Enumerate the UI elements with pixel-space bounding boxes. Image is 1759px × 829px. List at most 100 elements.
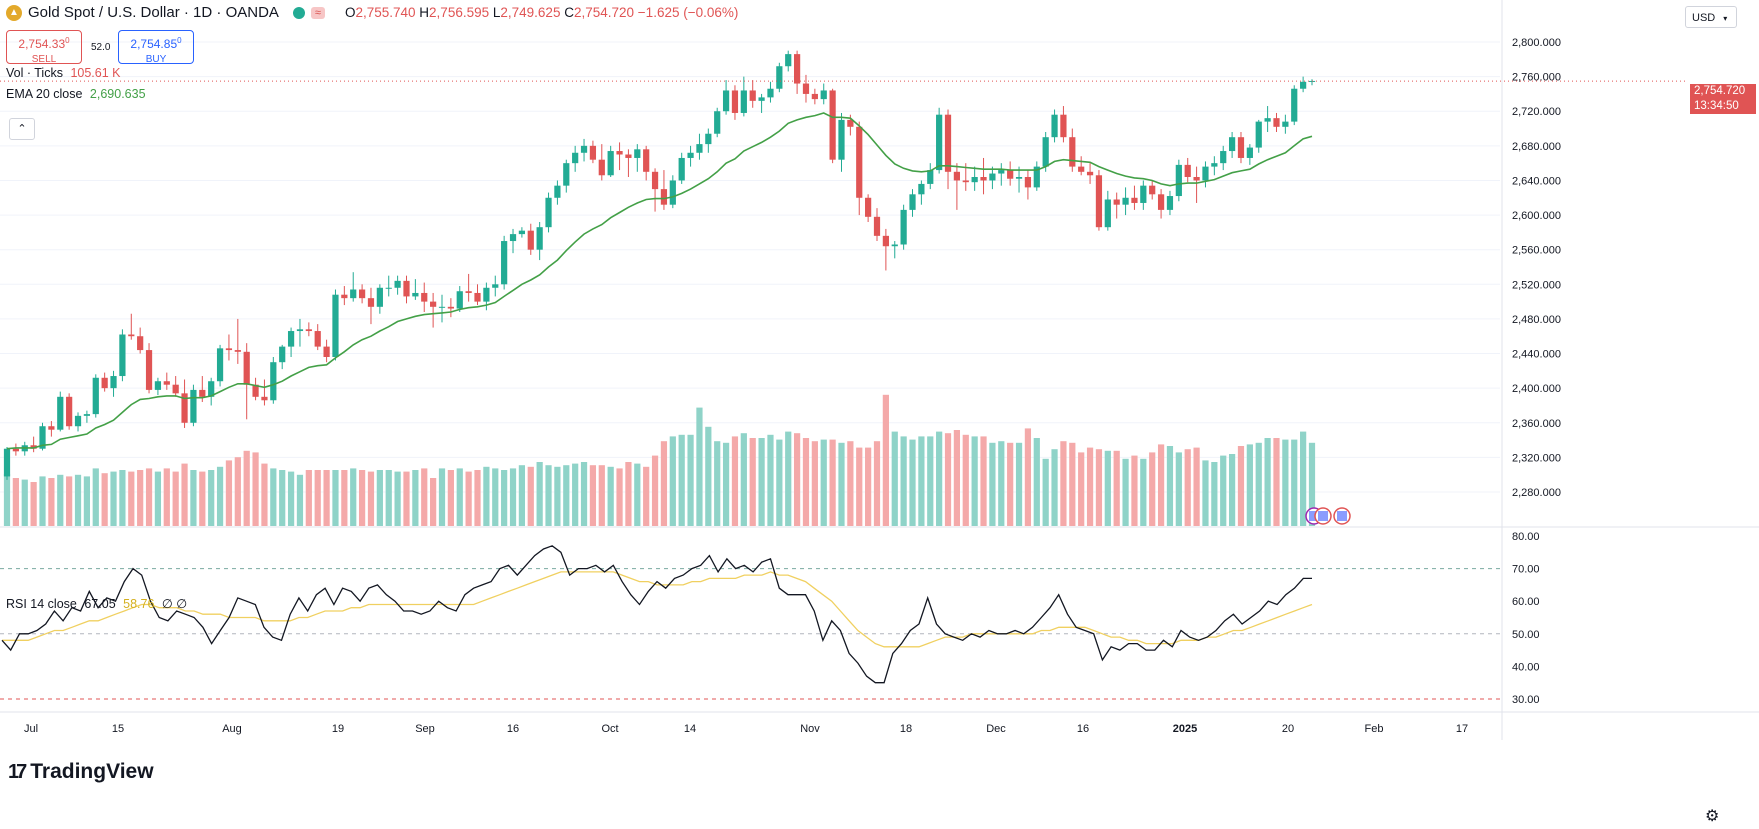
volume-bar xyxy=(137,470,144,526)
volume-bar xyxy=(367,471,375,526)
candle-body xyxy=(909,194,916,210)
candle-body xyxy=(1069,137,1076,167)
ema-legend[interactable]: EMA 20 close 2,690.635 xyxy=(6,87,146,101)
candle-body xyxy=(554,185,561,198)
volume-bar xyxy=(634,463,641,526)
volume-bar xyxy=(1078,452,1085,526)
candle-body xyxy=(687,152,694,158)
volume-bar xyxy=(1149,452,1156,526)
us-flag-icon xyxy=(1318,511,1328,521)
volume-bar xyxy=(1015,442,1023,526)
price-tick-label: 2,800.000 xyxy=(1512,37,1561,49)
volume-bar xyxy=(527,466,534,526)
currency-selector[interactable]: USD ▾ xyxy=(1685,6,1737,28)
volume-bar xyxy=(554,466,561,526)
volume-bar xyxy=(705,426,712,526)
candle-body xyxy=(1291,88,1298,122)
volume-bar xyxy=(12,478,19,526)
candle-body xyxy=(305,329,312,332)
volume-bar xyxy=(971,436,978,526)
candle-body xyxy=(1220,151,1227,164)
candle-body xyxy=(882,235,889,247)
volume-bar xyxy=(616,468,623,526)
volume-bar xyxy=(243,450,250,526)
time-tick-label: 16 xyxy=(1077,723,1089,735)
candle-body xyxy=(1113,199,1120,205)
volume-bar xyxy=(172,471,179,526)
candle-body xyxy=(873,216,881,236)
symbol-title[interactable]: Gold Spot / U.S. Dollar · 1D · OANDA xyxy=(28,4,279,21)
collapse-legend-button[interactable]: ⌃ xyxy=(9,118,35,140)
wave-icon[interactable]: ≈ xyxy=(310,6,325,19)
candle-body xyxy=(234,350,241,352)
candle-body xyxy=(358,289,366,299)
time-tick-label: Aug xyxy=(222,723,242,735)
candle-body xyxy=(1078,166,1085,172)
candle-body xyxy=(225,348,233,351)
candle-body xyxy=(563,163,570,186)
tradingview-logo[interactable]: 17 TradingView xyxy=(8,760,154,783)
gear-icon[interactable]: ⚙ xyxy=(1705,808,1720,825)
volume-bar xyxy=(287,471,295,526)
volume-bar xyxy=(1095,449,1103,526)
volume-bar xyxy=(465,471,472,526)
candle-body xyxy=(669,180,676,205)
change-value: −1.625 (−0.06%) xyxy=(637,5,739,20)
volume-bar xyxy=(793,433,801,526)
rsi-tick-label: 80.00 xyxy=(1512,531,1540,543)
volume-bar xyxy=(412,470,419,526)
candle-body xyxy=(936,114,943,171)
candle-body xyxy=(847,119,854,127)
time-tick-label: Dec xyxy=(986,723,1006,735)
volume-bar xyxy=(900,436,907,526)
volume-bar xyxy=(83,476,91,526)
sell-button[interactable]: 2,754.330 SELL xyxy=(6,30,82,65)
price-tick-label: 2,320.000 xyxy=(1512,452,1561,464)
volume-bar xyxy=(1104,450,1111,526)
candle-body xyxy=(394,280,401,288)
buy-button[interactable]: 2,754.850 BUY xyxy=(118,30,194,65)
candle-body xyxy=(145,350,153,390)
candle-body xyxy=(385,287,392,289)
last-price-badge: 2,754.720 13:34:50 xyxy=(1690,84,1756,114)
candle-body xyxy=(1202,166,1209,181)
candle-body xyxy=(509,234,517,242)
candle-body xyxy=(1140,185,1147,203)
volume-bar xyxy=(1220,455,1227,526)
time-tick-label: 18 xyxy=(900,723,912,735)
volume-legend[interactable]: Vol · Ticks 105.61 K xyxy=(6,66,121,80)
volume-bar xyxy=(296,474,304,526)
volume-bar xyxy=(341,470,348,526)
candle-body xyxy=(793,54,801,84)
candle-body xyxy=(856,126,863,198)
candle-body xyxy=(1157,194,1165,210)
rsi-legend[interactable]: RSI 14 close 67.05 58.76 ∅ ∅ xyxy=(6,597,188,611)
event-markers xyxy=(1305,507,1351,525)
candle-body xyxy=(1086,171,1094,176)
volume-bar xyxy=(21,479,28,526)
candle-body xyxy=(616,151,623,155)
volume-bar xyxy=(1086,447,1094,526)
candle-body xyxy=(971,177,978,183)
volume-bar xyxy=(1291,439,1298,526)
volume-bar xyxy=(270,468,277,526)
candle-body xyxy=(838,119,845,160)
volume-bar xyxy=(394,471,401,526)
volume-bar xyxy=(669,436,676,526)
ema-line xyxy=(6,112,1313,450)
volume-bar xyxy=(474,470,481,526)
us-flag-icon xyxy=(1309,511,1319,521)
candle-body xyxy=(314,331,321,347)
candle-body xyxy=(447,306,454,309)
price-tick-label: 2,440.000 xyxy=(1512,349,1561,361)
market-status-icon[interactable] xyxy=(292,6,305,19)
candle-body xyxy=(57,396,64,430)
symbol-header: ▲ Gold Spot / U.S. Dollar · 1D · OANDA ≈… xyxy=(6,4,738,21)
candle-body xyxy=(572,152,579,164)
candle-body xyxy=(12,448,19,452)
rsi-pane xyxy=(0,545,1500,700)
axes: 2,800.000 2,760.000 2,720.000 2,680.000 2,64… xyxy=(24,37,1561,735)
volume-bar xyxy=(252,452,259,526)
price-tick-label: 2,520.000 xyxy=(1512,279,1561,291)
